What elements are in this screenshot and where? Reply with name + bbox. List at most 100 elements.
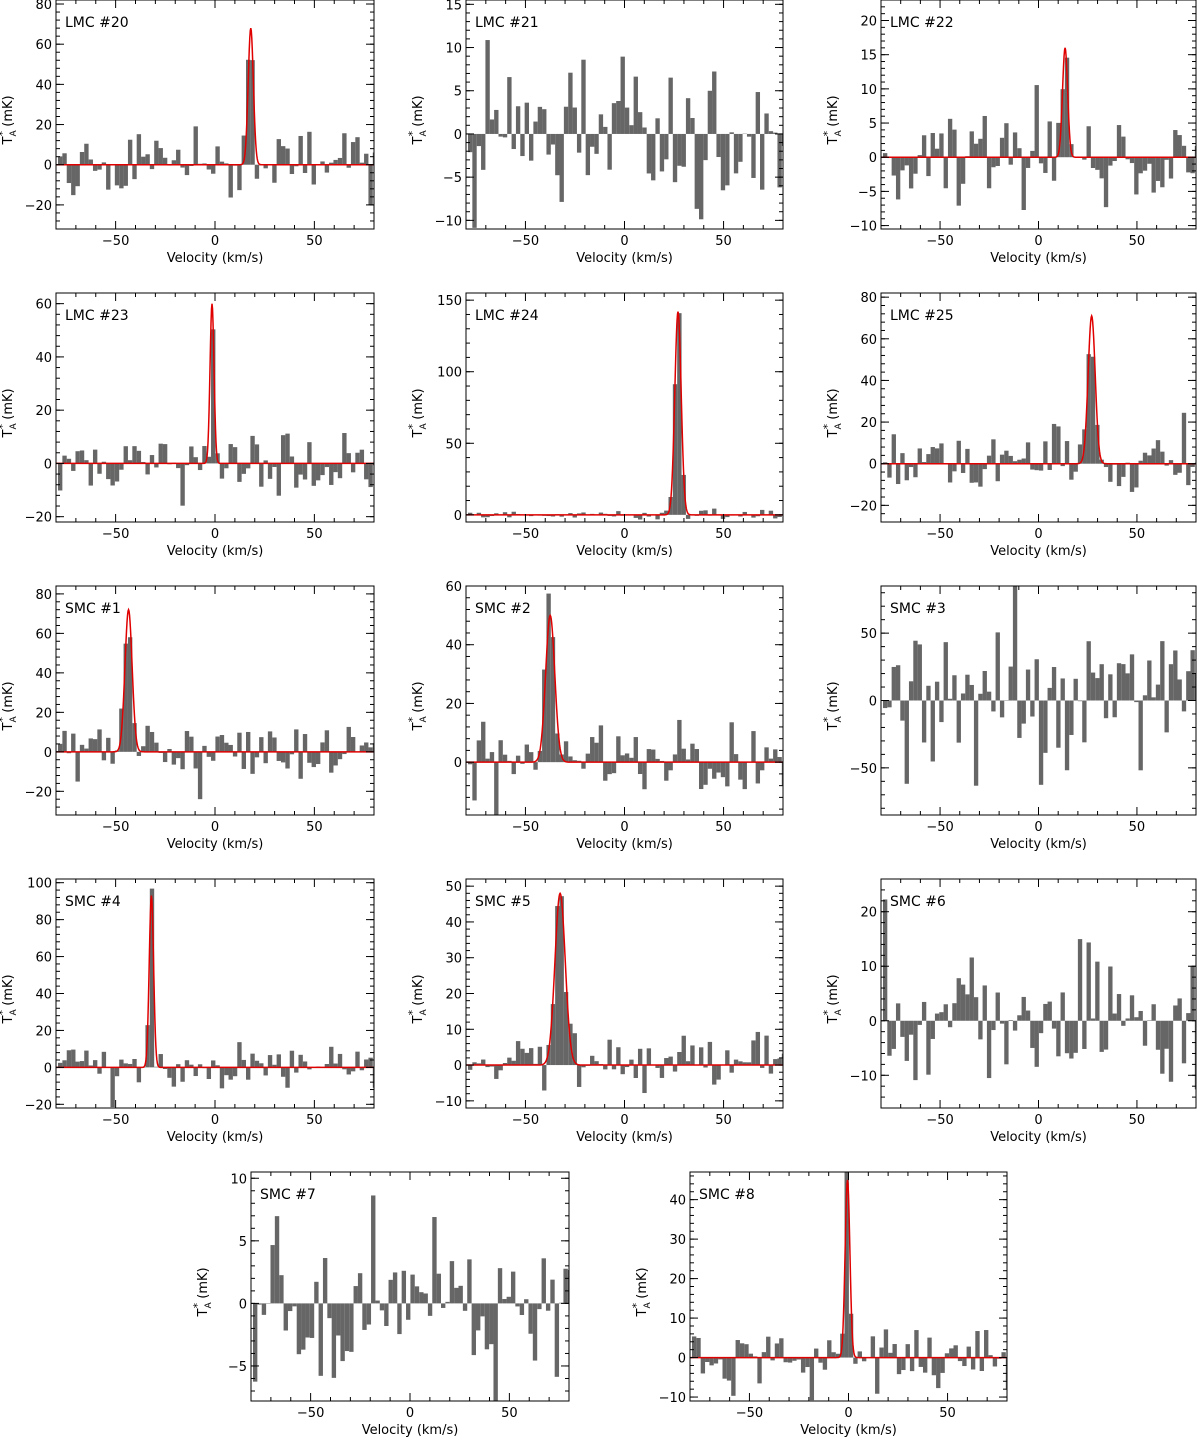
spectrum-bar	[333, 159, 338, 165]
spectrum-bar	[624, 753, 630, 763]
spectrum-bar	[1134, 700, 1139, 703]
spectrum-bar	[84, 143, 89, 165]
spectrum-bar	[984, 1330, 989, 1358]
spectrum-bar	[283, 1303, 288, 1331]
spectrum-bar	[738, 1061, 743, 1066]
x-tick-label: 50	[306, 1113, 323, 1128]
spectrum-bar	[511, 762, 516, 775]
spectrum-bar	[1025, 669, 1031, 701]
spectrum-bar	[895, 157, 901, 200]
y-tick-label: 10	[860, 960, 877, 975]
y-tick-label: 0	[869, 151, 877, 166]
spectrum-bar	[285, 148, 290, 165]
spectrum-bar	[1116, 125, 1122, 158]
spectrum-bar	[559, 133, 564, 202]
gaussian-fit-line	[56, 303, 374, 465]
y-tick-label: 0	[869, 1015, 877, 1030]
spectrum-bar	[289, 164, 295, 174]
spectrum-bar	[1064, 441, 1070, 464]
spectrum-bar	[733, 1059, 739, 1066]
spectrum-bar	[75, 164, 80, 187]
y-tick-label: 5	[239, 1235, 247, 1250]
spectrum-bar	[471, 1303, 476, 1356]
spectrum-bar	[101, 461, 107, 464]
spectrum-bar	[307, 442, 312, 464]
spectrum-bar	[66, 458, 72, 464]
spectrum-bar	[472, 1062, 477, 1066]
spectrum-bar	[895, 463, 901, 485]
spectrum-bar	[891, 666, 896, 701]
spectrum-bar	[494, 109, 499, 134]
spectrum-bar	[270, 1245, 275, 1304]
spectrum-bar	[241, 751, 247, 769]
spectrum-bar	[901, 1357, 906, 1371]
spectrum-bar	[1017, 148, 1022, 158]
spectrum-bar	[127, 1063, 133, 1068]
spectrum-bar	[581, 59, 586, 134]
spectrum-bar	[228, 444, 233, 464]
spectrum-bar	[594, 742, 599, 763]
spectrum-bar	[1134, 1017, 1139, 1021]
spectrum-bar	[1060, 463, 1065, 467]
spectrum-bar	[685, 759, 691, 763]
spectrum-bar	[472, 133, 477, 228]
spectrum-bar	[276, 751, 281, 761]
spectrum-bar	[882, 153, 888, 158]
spectrum-bar	[1121, 136, 1126, 158]
spectrum-bar	[475, 1303, 481, 1331]
spectrum-bar	[891, 1020, 896, 1049]
spectrum-bar	[1173, 1005, 1178, 1021]
y-tick-label: 20	[860, 906, 877, 921]
spectrum-bar	[1099, 157, 1104, 179]
spectrum-bar	[664, 133, 669, 160]
spectrum-bar	[995, 157, 1000, 166]
spectrum-bar	[725, 762, 730, 787]
spectrum-bar	[123, 164, 128, 186]
spectrum-bar	[62, 730, 67, 752]
spectrum-bar	[1190, 463, 1195, 467]
spectrum-bar	[888, 1352, 893, 1358]
spectrum-bar	[528, 1303, 533, 1334]
spectrum-bar	[311, 463, 316, 486]
x-axis-label: Velocity (km/s)	[576, 1130, 673, 1145]
spectrum-bar	[681, 474, 686, 515]
spectrum-bar	[1177, 679, 1182, 701]
spectrum-bar	[978, 693, 983, 701]
spectrum-bar	[542, 669, 547, 763]
spectrum-bar	[232, 1067, 238, 1077]
spectrum-bar	[1103, 1020, 1109, 1050]
x-tick-label: 0	[1034, 820, 1042, 835]
spectrum-bar	[88, 159, 93, 165]
spectrum-bar	[114, 1067, 120, 1077]
spectrum-bar	[171, 751, 177, 765]
spectrum-bar	[119, 463, 124, 470]
spectrum-bar	[1147, 455, 1152, 464]
spectrum-bar	[1125, 157, 1130, 160]
spectrum-bar	[1177, 135, 1182, 158]
spectrum-bar	[713, 1357, 719, 1364]
spectrum-bar	[71, 164, 76, 196]
spectrum-bar	[141, 746, 146, 752]
panel-label: SMC #7	[260, 1187, 316, 1203]
spectrum-bar	[489, 119, 495, 134]
spectrum-bar	[237, 1042, 242, 1068]
spectrum-bar	[685, 98, 691, 134]
spectrum-bar	[624, 1065, 630, 1068]
spectrum-bar	[320, 463, 325, 476]
x-tick-label: 50	[715, 234, 732, 249]
y-tick-label: 100	[437, 366, 462, 381]
spectrum-bar	[502, 1299, 507, 1304]
spectrum-bar	[787, 1357, 793, 1363]
spectrum-bar	[344, 1303, 350, 1352]
spectrum-bar	[485, 1065, 490, 1068]
spectrum-bar	[162, 444, 168, 464]
spectrum-bar	[908, 681, 914, 701]
spectrum-bar	[167, 748, 172, 752]
spectrum-bar	[800, 1357, 806, 1373]
spectrum-bar	[978, 463, 983, 487]
spectrum-bar	[287, 1303, 293, 1312]
spectrum-bar	[454, 1287, 459, 1304]
spectrum-bar	[154, 463, 159, 468]
spectrum-bar	[176, 463, 181, 469]
